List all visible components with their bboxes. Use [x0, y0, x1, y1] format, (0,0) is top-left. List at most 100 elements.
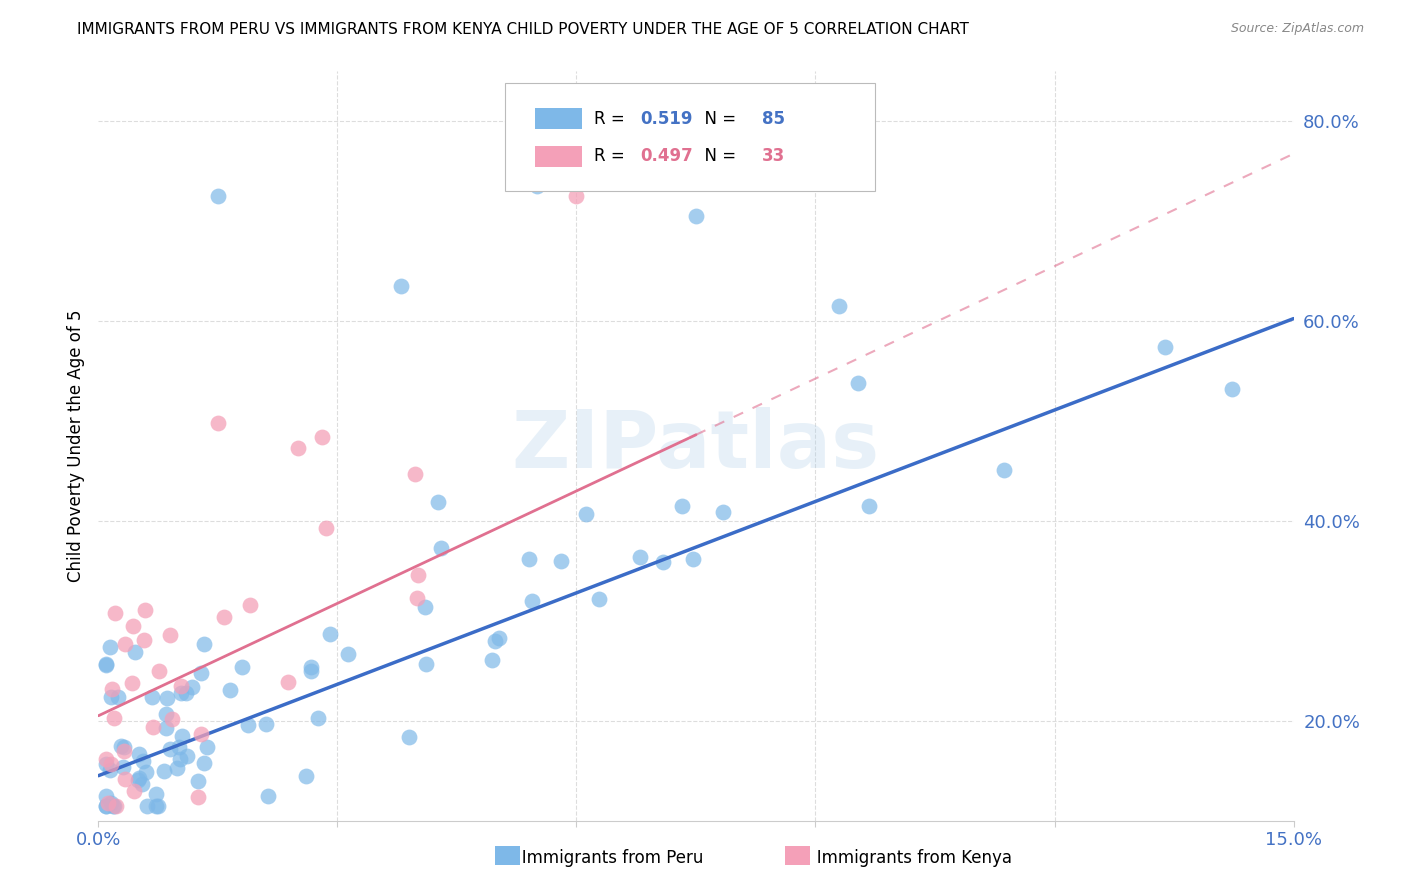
Point [166, 761, 188, 775]
Point [588, 591, 610, 606]
Point [112, 744, 135, 758]
Point [187, 790, 209, 805]
Bar [534, 108, 582, 129]
Point [142, 720, 165, 734]
Point [111, 760, 134, 774]
Point [148, 664, 170, 678]
Point [315, 521, 337, 535]
Point [427, 495, 450, 509]
Point [145, 798, 167, 813]
Point [406, 567, 429, 582]
Point [127, 773, 149, 788]
Point [97, 796, 120, 810]
Y-axis label: Child Poverty Under the Age of 5: Child Poverty Under the Age of 5 [66, 310, 84, 582]
Point [155, 707, 177, 722]
Point [155, 690, 177, 705]
Point [415, 657, 437, 672]
Point [122, 619, 145, 633]
Point [519, 552, 541, 566]
Point [110, 739, 132, 753]
Point [685, 209, 707, 223]
Point [105, 798, 128, 813]
Bar [534, 145, 582, 167]
Point [520, 594, 543, 608]
Point [652, 556, 675, 570]
Point [398, 730, 420, 744]
Text: 0.497: 0.497 [640, 147, 693, 165]
Point [96, 789, 118, 803]
Point [254, 716, 277, 731]
Point [100, 690, 122, 705]
Text: R =: R = [595, 110, 630, 128]
Point [481, 653, 503, 667]
Point [101, 798, 124, 813]
Point [207, 189, 229, 203]
Point [526, 179, 548, 194]
Point [101, 682, 124, 697]
Point [98, 640, 121, 655]
Point [98, 763, 121, 777]
Point [103, 798, 125, 813]
Point [236, 718, 259, 732]
Point [131, 777, 153, 791]
Point [299, 660, 322, 674]
Point [307, 711, 329, 725]
Point [170, 686, 193, 700]
Text: R =: R = [595, 147, 630, 165]
Point [148, 798, 170, 813]
Point [218, 683, 240, 698]
Point [145, 788, 167, 802]
Point [858, 500, 880, 514]
Point [96, 798, 118, 813]
Point [155, 721, 177, 735]
Point [239, 598, 262, 612]
Point [96, 752, 118, 766]
Point [207, 416, 229, 430]
Point [167, 740, 190, 755]
Point [846, 376, 869, 391]
Point [121, 675, 143, 690]
Text: Source: ZipAtlas.com: Source: ZipAtlas.com [1230, 22, 1364, 36]
Point [114, 772, 136, 786]
Point [96, 657, 118, 672]
Point [114, 637, 136, 651]
Point [180, 681, 202, 695]
Point [671, 500, 693, 514]
Point [193, 637, 215, 651]
Point [187, 773, 209, 788]
Text: N =: N = [693, 147, 741, 165]
Point [132, 633, 155, 648]
FancyBboxPatch shape [505, 83, 875, 191]
Point [550, 554, 572, 568]
Point [488, 631, 510, 645]
Point [413, 600, 436, 615]
Point [256, 789, 278, 804]
Point [828, 299, 851, 313]
Point [135, 798, 157, 813]
Point [231, 659, 253, 673]
Point [124, 645, 146, 659]
Text: IMMIGRANTS FROM PERU VS IMMIGRANTS FROM KENYA CHILD POVERTY UNDER THE AGE OF 5 C: IMMIGRANTS FROM PERU VS IMMIGRANTS FROM … [77, 22, 969, 37]
Point [318, 627, 340, 641]
Point [107, 690, 129, 704]
Bar [785, 846, 810, 865]
Point [170, 679, 193, 693]
Point [484, 634, 506, 648]
Point [96, 657, 118, 671]
Point [212, 610, 235, 624]
Point [404, 467, 426, 482]
Point [628, 549, 651, 564]
Point [170, 729, 193, 743]
Point [159, 742, 181, 756]
Point [153, 764, 176, 778]
Point [169, 751, 191, 765]
Bar [495, 846, 520, 865]
Point [405, 591, 427, 606]
Text: 85: 85 [762, 110, 785, 128]
Point [389, 279, 412, 293]
Point [195, 740, 218, 755]
Point [122, 784, 145, 798]
Point [287, 441, 309, 455]
Point [176, 749, 198, 764]
Text: Immigrants from Kenya: Immigrants from Kenya [801, 849, 1012, 867]
